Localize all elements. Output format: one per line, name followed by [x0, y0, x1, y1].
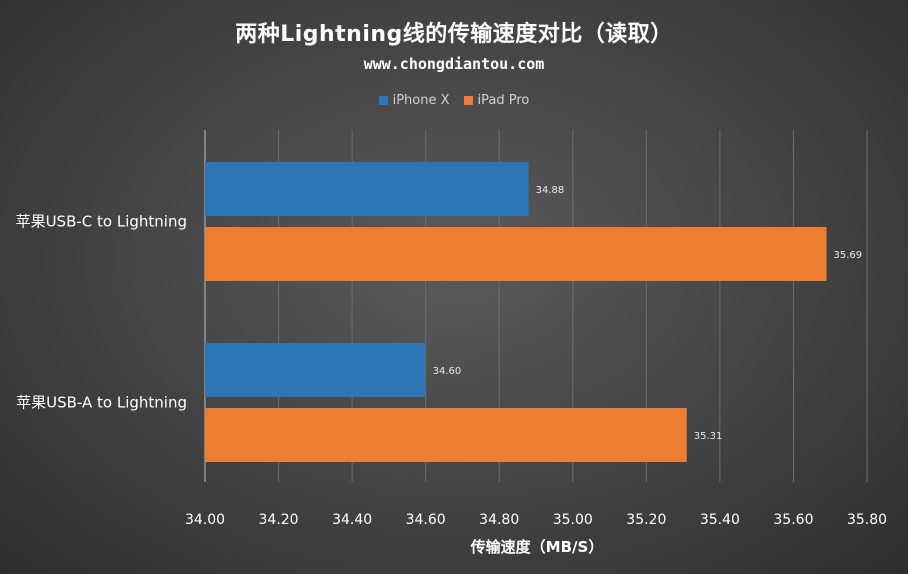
- category-label: 苹果USB-C to Lightning: [16, 213, 187, 231]
- x-axis-title: 传输速度（MB/S）: [470, 538, 604, 556]
- x-tick-label: 35.40: [700, 512, 740, 528]
- bar: [205, 408, 687, 462]
- category-label: 苹果USB-A to Lightning: [16, 394, 187, 412]
- x-tick-label: 35.20: [626, 512, 666, 528]
- chart-legend: iPhone X iPad Pro: [0, 93, 908, 108]
- bar: [205, 343, 426, 397]
- x-tick-label: 35.60: [773, 512, 813, 528]
- data-label: 35.69: [834, 250, 863, 261]
- x-tick-label: 34.40: [332, 512, 372, 528]
- legend-item-ipad-pro: iPad Pro: [463, 93, 530, 108]
- x-tick-label: 35.00: [553, 512, 593, 528]
- legend-item-iphone-x: iPhone X: [378, 93, 450, 108]
- data-label: 34.60: [433, 366, 462, 377]
- x-tick-label: 34.80: [479, 512, 519, 528]
- chart-title: 两种Lightning线的传输速度对比（读取）: [235, 22, 673, 47]
- x-tick-label: 34.20: [259, 512, 299, 528]
- x-tick-label: 35.80: [847, 512, 887, 528]
- x-tick-label: 34.00: [185, 512, 225, 528]
- legend-label-ipad-pro: iPad Pro: [477, 93, 530, 108]
- data-label: 34.88: [536, 185, 565, 196]
- legend-swatch-ipad-pro: [463, 96, 473, 105]
- bar: [205, 162, 529, 216]
- data-label: 35.31: [694, 431, 723, 442]
- legend-label-iphone-x: iPhone X: [392, 93, 450, 108]
- bar: [205, 227, 827, 281]
- x-tick-label: 34.60: [406, 512, 446, 528]
- legend-swatch-iphone-x: [378, 96, 388, 105]
- chart-subtitle: www.chongdiantou.com: [363, 55, 545, 73]
